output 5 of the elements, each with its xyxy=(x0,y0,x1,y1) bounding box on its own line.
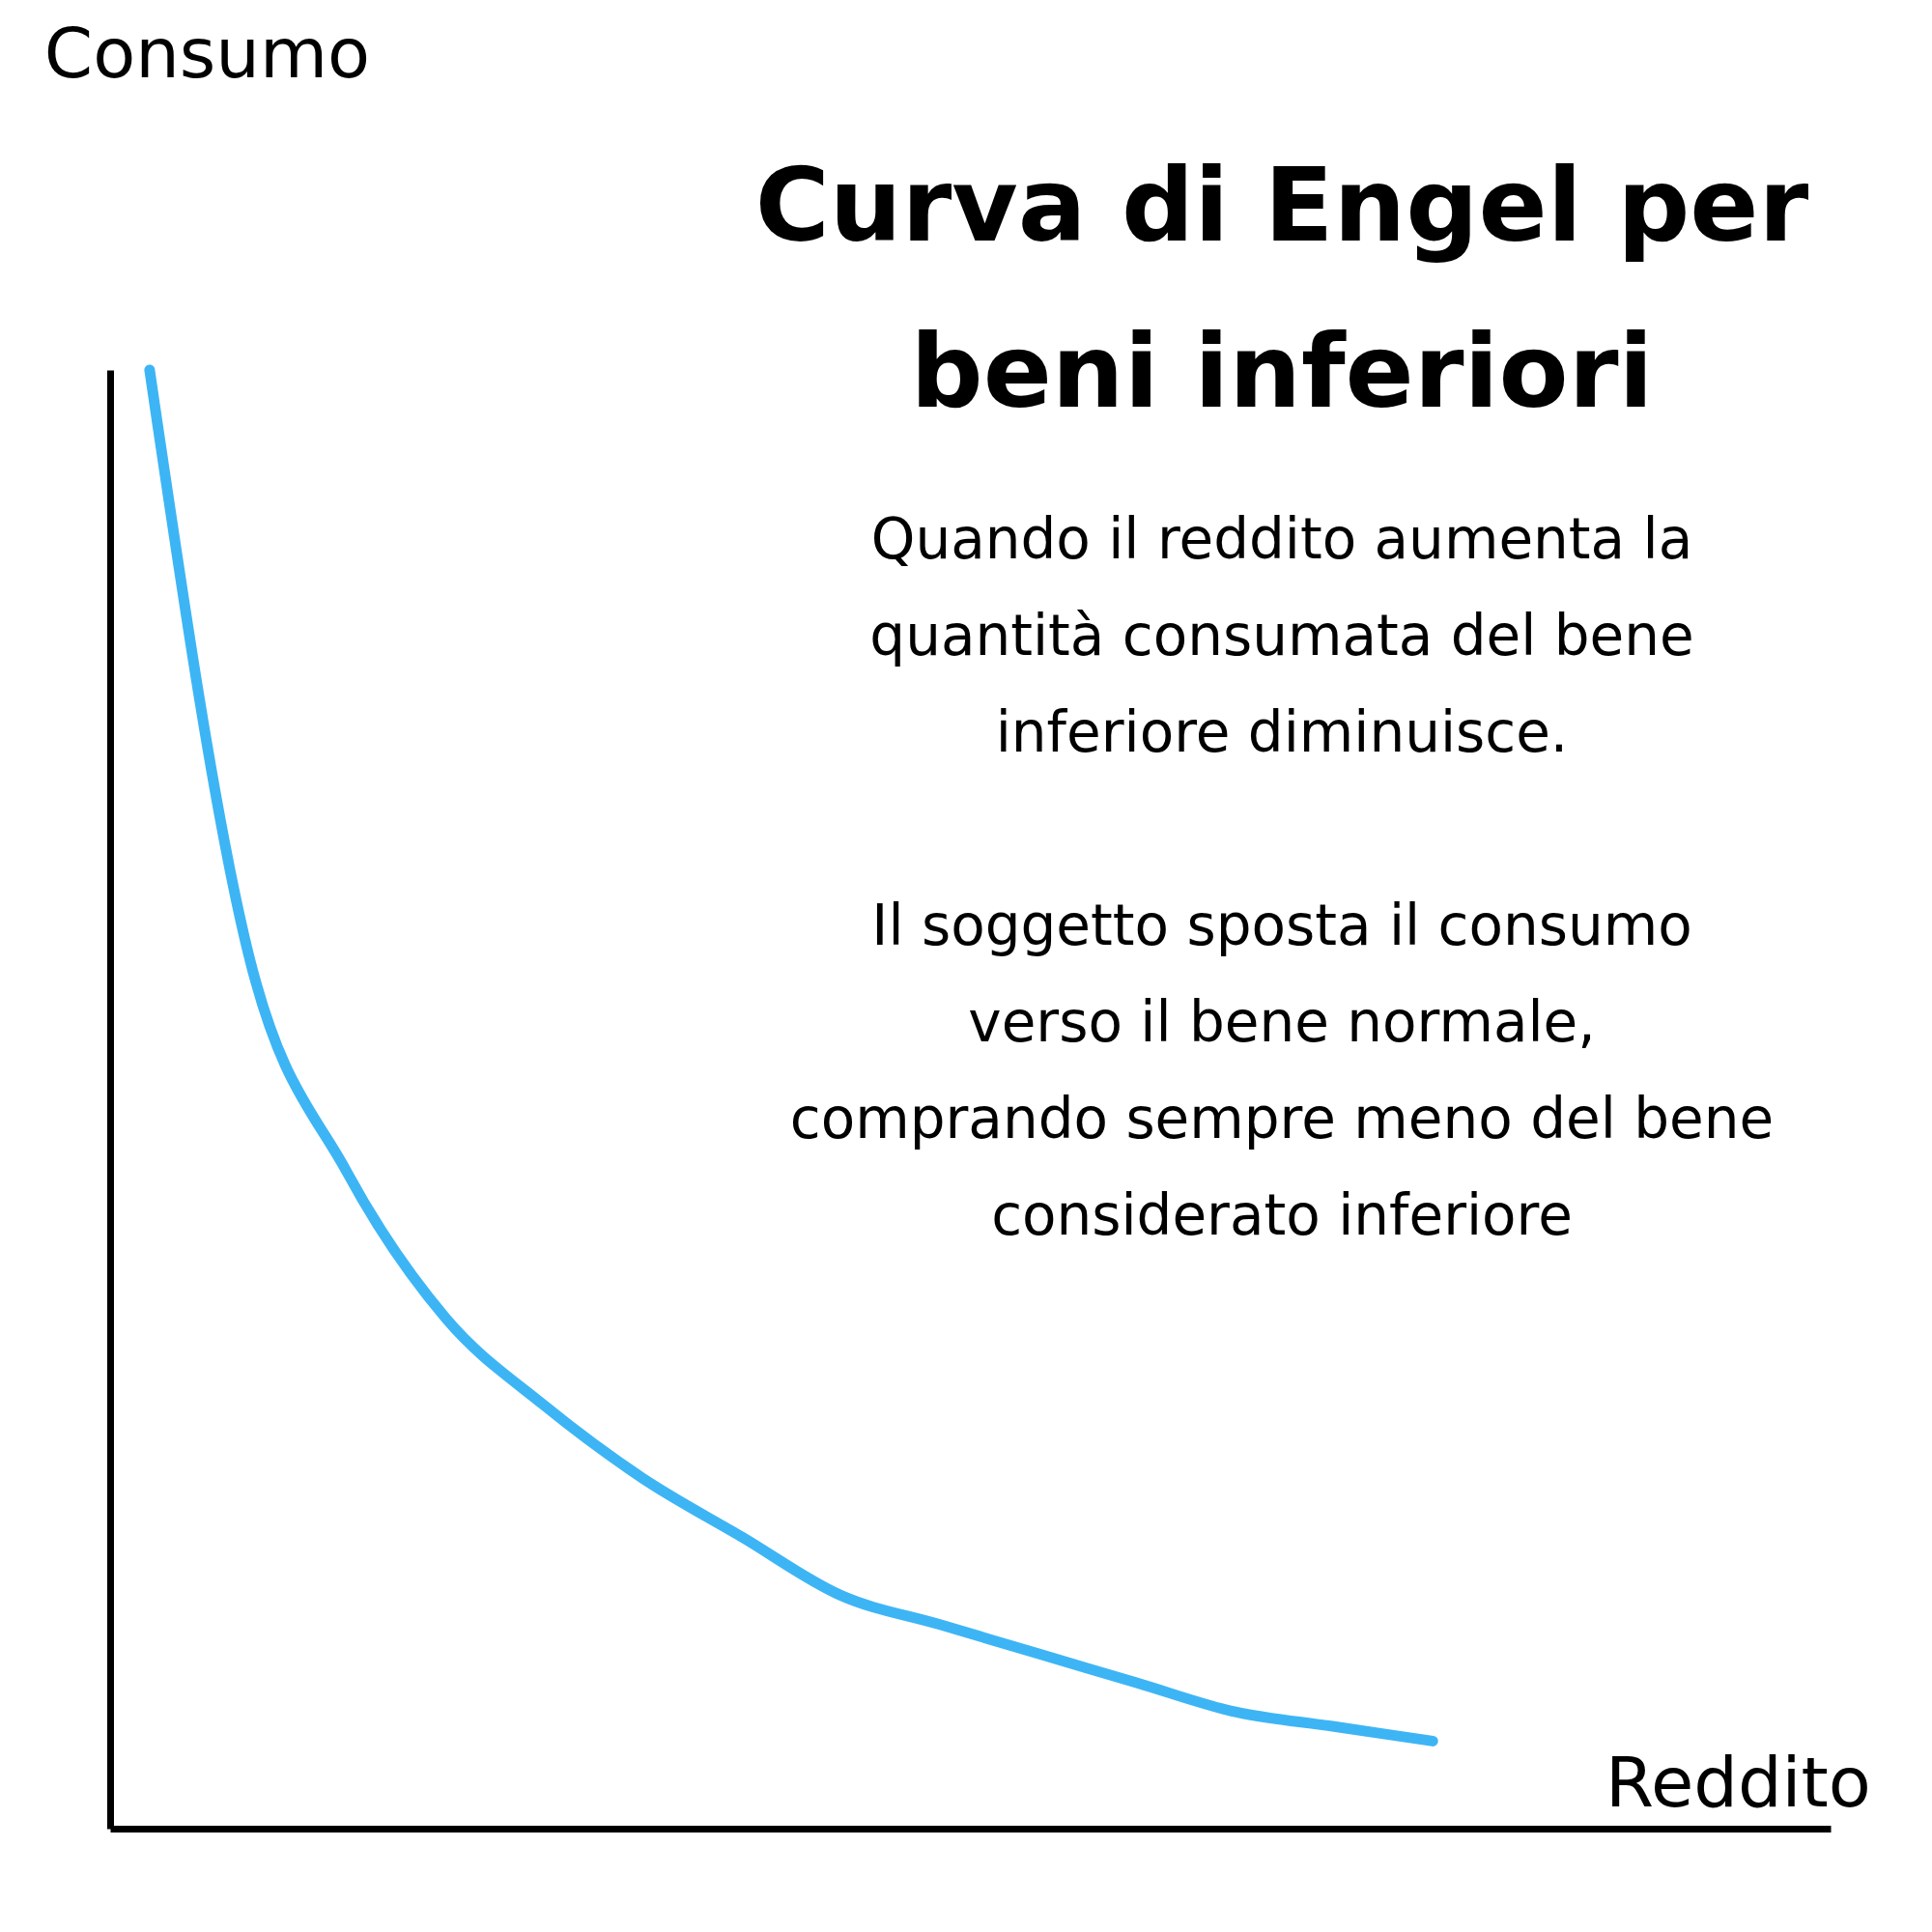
annotation: Il soggetto sposta il consumo verso il bene normale, comprando sempre meno del bene considerato inferiore xyxy=(789,893,1775,1248)
x-axis-title: Reddito xyxy=(1605,1741,1871,1823)
chart-title: Curva di Engel per beni inferiori xyxy=(754,147,1809,431)
y-axis-title: Consumo xyxy=(43,12,371,94)
annotation: Quando il reddito aumenta la quantità consumata del bene inferiore diminuisce. xyxy=(869,506,1694,765)
